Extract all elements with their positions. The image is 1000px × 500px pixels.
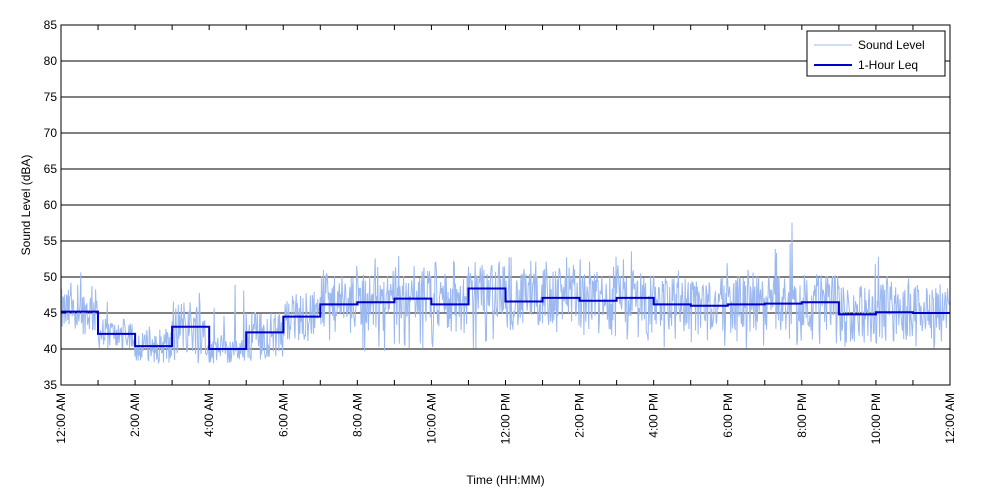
y-tick-label: 70 — [44, 126, 58, 140]
y-tick-label: 50 — [44, 270, 58, 284]
y-tick-label: 65 — [44, 162, 58, 176]
x-tick-label: 12:00 PM — [499, 393, 513, 444]
x-axis-ticks: 12:00 AM 2:00 AM 4:00 AM 6:00 AM 8:00 AM 10:0… — [54, 25, 957, 444]
x-axis-title: Time (HH:MM) — [466, 473, 544, 487]
x-tick-label: 6:00 AM — [276, 393, 290, 437]
legend: Sound Level 1-Hour Leq — [806, 30, 946, 77]
x-tick-label: 2:00 AM — [128, 393, 142, 437]
x-tick-label: 12:00 AM — [943, 393, 957, 444]
x-tick-label: 2:00 PM — [573, 393, 587, 438]
x-tick-label: 6:00 PM — [721, 393, 735, 438]
legend-box — [806, 30, 946, 77]
leq-step-line — [61, 287, 950, 350]
y-axis-title: Sound Level (dBA) — [19, 155, 33, 256]
x-tick-label: 10:00 PM — [869, 393, 883, 444]
x-tick-label: 4:00 AM — [202, 393, 216, 437]
y-tick-label: 75 — [44, 90, 58, 104]
y-axis-ticks: 35 40 45 50 55 60 65 70 75 80 85 — [44, 18, 66, 392]
x-tick-label: 8:00 AM — [350, 393, 364, 437]
legend-label-leq: 1-Hour Leq — [858, 58, 918, 72]
y-tick-label: 60 — [44, 198, 58, 212]
legend-label-sound-level: Sound Level — [858, 38, 925, 52]
x-tick-label: 10:00 AM — [424, 393, 438, 444]
y-tick-label: 55 — [44, 234, 58, 248]
x-tick-label: 8:00 PM — [795, 393, 809, 438]
x-tick-label: 4:00 PM — [647, 393, 661, 438]
gridlines — [61, 60, 950, 350]
y-tick-label: 45 — [44, 306, 58, 320]
y-tick-label: 35 — [44, 378, 58, 392]
leq-series — [61, 287, 950, 350]
y-tick-label: 80 — [44, 54, 58, 68]
y-tick-label: 40 — [44, 342, 58, 356]
x-tick-label: 12:00 AM — [54, 393, 68, 444]
y-tick-label: 85 — [44, 18, 58, 32]
